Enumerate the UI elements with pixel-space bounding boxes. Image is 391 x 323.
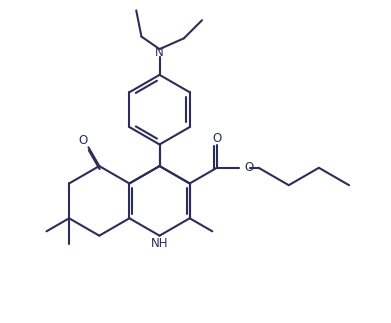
Text: N: N	[155, 47, 164, 59]
Text: O: O	[212, 132, 221, 145]
Text: O: O	[78, 134, 88, 147]
Text: NH: NH	[151, 237, 168, 251]
Text: O: O	[244, 161, 254, 174]
